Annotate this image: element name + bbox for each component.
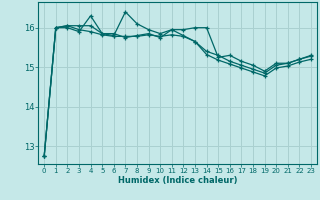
X-axis label: Humidex (Indice chaleur): Humidex (Indice chaleur): [118, 176, 237, 185]
